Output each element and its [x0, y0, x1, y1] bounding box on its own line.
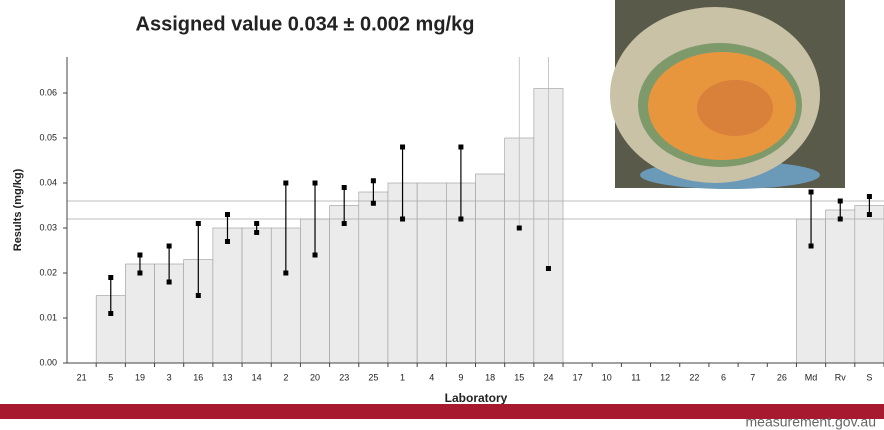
- error-cap-low: [545, 266, 551, 271]
- x-tick-label: 20: [310, 372, 320, 382]
- x-tick-label: 17: [573, 372, 583, 382]
- error-cap-low: [516, 225, 522, 231]
- x-tick-label: 26: [777, 372, 787, 382]
- x-tick-label: 14: [252, 372, 262, 382]
- x-tick-label: 12: [660, 372, 670, 382]
- x-tick-label: 9: [458, 372, 463, 382]
- bar: [358, 191, 389, 363]
- x-tick-label: 16: [193, 372, 203, 382]
- x-tick-label: 24: [543, 372, 553, 382]
- error-cap-low: [341, 221, 347, 226]
- error-cap-high: [137, 252, 143, 258]
- x-tick-label: 23: [339, 372, 349, 382]
- error-cap-low: [400, 216, 406, 222]
- error-cap-low: [458, 216, 464, 222]
- error-cap-low: [254, 230, 260, 235]
- x-tick-label: Rv: [835, 372, 846, 382]
- y-tick-label: 0.02: [39, 267, 57, 277]
- x-tick-label: 18: [485, 372, 495, 382]
- error-cap-low: [283, 270, 289, 276]
- y-tick-label: 0.03: [39, 222, 57, 232]
- error-cap-high: [458, 144, 464, 150]
- x-tick-label: 5: [108, 372, 113, 382]
- error-cap-low: [195, 293, 201, 298]
- error-cap-low: [312, 252, 318, 258]
- footer-url: measurement.gov.au: [746, 414, 876, 430]
- bar: [241, 227, 272, 363]
- x-tick-label: 7: [750, 372, 755, 382]
- y-tick-label: 0.00: [39, 357, 57, 367]
- bar: [825, 209, 856, 363]
- x-tick-label: 11: [631, 372, 640, 382]
- y-tick-label: 0.06: [39, 87, 57, 97]
- bar: [416, 182, 447, 363]
- error-cap-high: [166, 243, 172, 249]
- x-axis-label: Laboratory: [445, 391, 508, 405]
- x-tick-label: 4: [429, 372, 434, 382]
- melon-seeds: [697, 80, 773, 136]
- error-cap-low: [137, 270, 143, 276]
- y-tick-label: 0.04: [39, 177, 57, 187]
- error-cap-high: [517, 46, 522, 51]
- error-cap-high: [808, 189, 814, 195]
- error-cap-high: [224, 212, 230, 217]
- x-tick-label: 6: [721, 372, 726, 382]
- error-cap-high: [283, 180, 289, 186]
- bar: [212, 227, 243, 363]
- x-tick-label: 10: [602, 372, 612, 382]
- x-tick-label: 22: [689, 372, 699, 382]
- bar: [125, 263, 155, 363]
- error-cap-high: [195, 221, 201, 226]
- x-tick-label: 25: [368, 372, 378, 382]
- y-tick-label: 0.05: [39, 132, 57, 142]
- x-tick-label: 15: [514, 372, 524, 382]
- chart-title: Assigned value 0.034 ± 0.002 mg/kg: [136, 13, 475, 35]
- x-tick-label: 1: [400, 372, 405, 382]
- bar: [329, 205, 360, 363]
- x-tick-label: 13: [222, 372, 232, 382]
- error-cap-high: [341, 185, 347, 190]
- footer-band: [0, 404, 884, 419]
- plot-area: [67, 46, 884, 363]
- error-cap-high: [108, 275, 114, 280]
- error-cap-high: [370, 178, 376, 184]
- x-tick-label: S: [866, 372, 872, 382]
- y-tick-label: 0.01: [39, 312, 57, 322]
- error-cap-high: [400, 144, 406, 150]
- error-cap-low: [166, 279, 172, 285]
- error-cap-high: [312, 180, 318, 186]
- error-cap-low: [808, 243, 814, 249]
- melon-photo: [610, 0, 845, 189]
- error-cap-low: [837, 216, 843, 222]
- x-tick-label: Md: [805, 372, 818, 382]
- y-axis-label: Results (mg/kg): [12, 168, 24, 251]
- error-cap-low: [108, 311, 114, 316]
- error-cap-high: [866, 194, 872, 199]
- x-tick-label: 19: [135, 372, 145, 382]
- error-cap-high: [254, 221, 260, 226]
- bar: [475, 173, 505, 363]
- bar: [854, 205, 884, 363]
- x-tick-label: 2: [283, 372, 288, 382]
- error-cap-low: [866, 212, 872, 217]
- error-cap-low: [224, 239, 230, 244]
- error-cap-low: [370, 200, 376, 206]
- x-tick-label: 21: [77, 372, 87, 382]
- x-tick-label: 3: [167, 372, 172, 382]
- error-cap-high: [837, 198, 843, 204]
